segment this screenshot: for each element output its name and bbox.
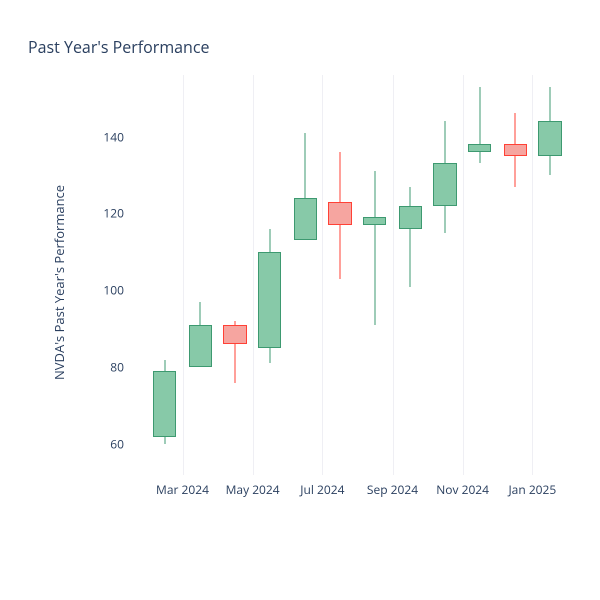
candle [223,75,246,475]
grid-line [532,75,533,475]
candle [504,75,527,475]
y-tick-label: 80 [110,359,130,376]
candle-wick [479,87,480,164]
candle [189,75,212,475]
x-tick-label: Mar 2024 [156,475,209,498]
candle-body [399,206,422,229]
x-tick-label: May 2024 [226,475,280,498]
candle [363,75,386,475]
grid-line [253,75,254,475]
candle-wick [374,171,375,325]
candle [468,75,491,475]
x-tick-label: Nov 2024 [436,475,489,498]
x-tick-label: Jul 2024 [300,475,344,498]
candle-body [468,144,491,152]
candle [153,75,176,475]
candle [328,75,351,475]
candle [433,75,456,475]
grid-line [183,75,184,475]
candle [258,75,281,475]
candle [294,75,317,475]
grid-line [393,75,394,475]
candle-body [363,217,386,225]
candle-body [328,202,351,225]
candle-body [504,144,527,156]
candle-body [153,371,176,436]
candle-body [294,198,317,240]
y-tick-label: 100 [103,282,130,299]
candle-body [223,325,246,344]
plot-area: Mar 2024May 2024Jul 2024Sep 2024Nov 2024… [130,75,550,475]
x-tick-label: Sep 2024 [367,475,418,498]
y-tick-label: 60 [110,436,130,453]
grid-line [322,75,323,475]
candle-body [433,163,456,205]
candlestick-chart: Past Year's Performance NVDA's Past Year… [0,0,600,600]
x-tick-label: Jan 2025 [508,475,556,498]
y-axis-label: NVDA's Past Year's Performance [50,185,68,380]
y-tick-label: 140 [103,128,130,145]
candle-body [538,121,561,156]
y-tick-label: 120 [103,205,130,222]
candle-body [258,252,281,348]
candle-body [189,325,212,367]
candle [399,75,422,475]
candle-wick [410,187,411,287]
chart-title: Past Year's Performance [28,36,210,58]
grid-line [463,75,464,475]
candle [538,75,561,475]
